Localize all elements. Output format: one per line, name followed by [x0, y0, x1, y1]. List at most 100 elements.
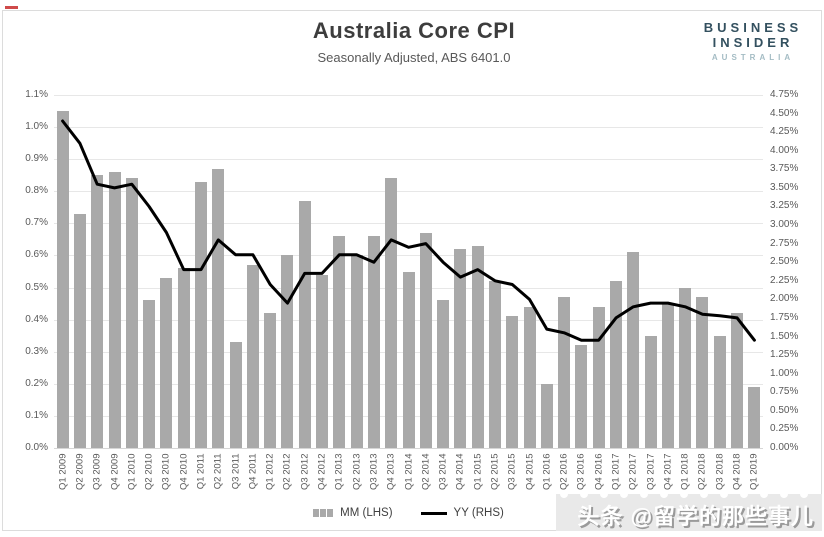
y-axis-tick-right: 3.75%	[770, 163, 799, 175]
x-axis-tick: Q3 2011	[230, 453, 242, 490]
watermark-banner: 头条 @留学的那些事儿	[556, 494, 822, 531]
x-axis-tick: Q4 2014	[454, 453, 466, 490]
chart-title: Australia Core CPI	[312, 18, 516, 43]
bar	[627, 252, 640, 448]
bar	[679, 287, 692, 448]
y-axis-tick-left: 0.1%	[25, 409, 48, 421]
y-axis-tick-right: 2.75%	[770, 237, 799, 249]
x-axis-tick: Q4 2013	[385, 453, 397, 490]
y-axis-tick-right: 0.00%	[770, 442, 799, 453]
bar	[488, 281, 501, 448]
x-axis-tick: Q1 2009	[57, 453, 69, 490]
bar	[125, 178, 138, 448]
y-axis-tick-left: 0.3%	[25, 345, 48, 357]
bar	[194, 181, 207, 448]
y-axis-tick-right: 1.25%	[770, 349, 799, 361]
x-axis-tick: Q3 2009	[91, 453, 103, 490]
bar	[143, 300, 156, 448]
x-axis-tick: Q1 2015	[472, 453, 484, 490]
bar	[56, 111, 69, 448]
y-axis-tick-right: 3.25%	[770, 200, 799, 212]
watermark-dot	[600, 494, 608, 498]
bar	[316, 274, 329, 448]
x-axis-tick: Q1 2010	[126, 453, 138, 490]
y-axis-tick-right: 3.00%	[770, 219, 799, 231]
y-axis-tick-left: 1.0%	[25, 121, 48, 133]
bar	[108, 172, 121, 448]
y-axis-tick-left: 0.6%	[25, 249, 48, 261]
bar	[506, 316, 519, 448]
watermark-dot	[680, 494, 688, 498]
bar	[523, 306, 536, 448]
bar	[91, 175, 104, 448]
bar	[471, 245, 484, 448]
bar	[350, 255, 363, 448]
legend-item-yy: YY (RHS)	[420, 507, 504, 519]
watermark-dot	[780, 494, 788, 498]
gridline	[54, 95, 763, 96]
bar	[160, 277, 173, 448]
bar	[212, 168, 225, 448]
y-axis-tick-left: 0.5%	[25, 281, 48, 293]
watermark-text: 头条 @留学的那些事儿	[577, 504, 814, 529]
gridline	[54, 191, 763, 193]
y-axis-tick-left: 0.0%	[25, 442, 48, 453]
y-axis-tick-right: 1.75%	[770, 311, 799, 323]
bar	[246, 265, 259, 448]
bar	[592, 306, 605, 448]
x-axis-tick: Q4 2010	[178, 453, 190, 490]
x-axis-tick: Q3 2010	[160, 453, 172, 490]
y-axis-tick-right: 0.25%	[770, 423, 799, 435]
y-axis-tick-left: 0.8%	[25, 185, 48, 197]
y-axis-tick-left: 1.1%	[25, 89, 48, 100]
bar	[454, 249, 467, 448]
x-axis-tick: Q2 2010	[143, 453, 155, 490]
line-series-swatch-icon	[420, 511, 447, 515]
watermark-dots-decoration	[560, 494, 808, 499]
watermark-dot	[740, 494, 748, 498]
x-axis-tick: Q1 2016	[541, 453, 553, 490]
logo-text-insider: INSIDER	[712, 35, 794, 50]
chart-subtitle: Seasonally Adjusted, ABS 6401.0	[317, 50, 511, 65]
y-axis-tick-right: 4.25%	[770, 126, 799, 138]
bar	[731, 313, 744, 448]
x-axis-tick: Q3 2012	[299, 453, 311, 490]
y-axis-tick-right: 2.50%	[770, 256, 799, 268]
y-axis-tick-right: 4.75%	[770, 89, 799, 100]
bar	[73, 213, 86, 448]
x-axis-tick: Q1 2011	[195, 453, 207, 490]
bar	[229, 342, 242, 448]
x-axis-tick: Q1 2014	[403, 453, 414, 490]
bar	[419, 233, 432, 448]
y-axis-tick-right: 0.75%	[770, 386, 799, 398]
x-axis-tick: Q1 2012	[264, 453, 276, 490]
x-axis-tick: Q2 2012	[281, 453, 293, 490]
bar	[437, 300, 450, 448]
watermark-dot	[620, 494, 628, 498]
x-axis-tick: Q4 2011	[247, 453, 259, 490]
y-axis-tick-right: 4.00%	[770, 144, 799, 156]
x-axis-tick: Q3 2013	[368, 453, 380, 490]
watermark-dot	[640, 494, 648, 498]
y-axis-tick-right: 0.50%	[770, 404, 799, 416]
x-axis-tick: Q2 2014	[420, 453, 432, 490]
x-axis-tick: Q2 2013	[351, 453, 363, 490]
legend-label-mm: MM (LHS)	[340, 507, 393, 519]
gridline	[54, 223, 763, 225]
plot-area	[54, 95, 763, 449]
gridline	[54, 159, 763, 161]
bar	[644, 335, 657, 448]
business-insider-logo: BUSINESS INSIDER AUSTRALIA	[690, 20, 816, 62]
y-axis-tick-left: 0.7%	[25, 217, 48, 229]
legend: MM (LHS) YY (RHS)	[54, 507, 763, 519]
gridline	[54, 127, 763, 129]
y-axis-tick-left: 0.4%	[25, 313, 48, 325]
x-axis-tick: Q4 2015	[524, 453, 536, 490]
bar	[298, 200, 311, 448]
x-axis-tick: Q3 2015	[506, 453, 518, 490]
bar	[264, 313, 277, 448]
bar	[177, 268, 190, 448]
y-axis-tick-right: 2.25%	[770, 274, 799, 286]
bar	[661, 303, 674, 448]
